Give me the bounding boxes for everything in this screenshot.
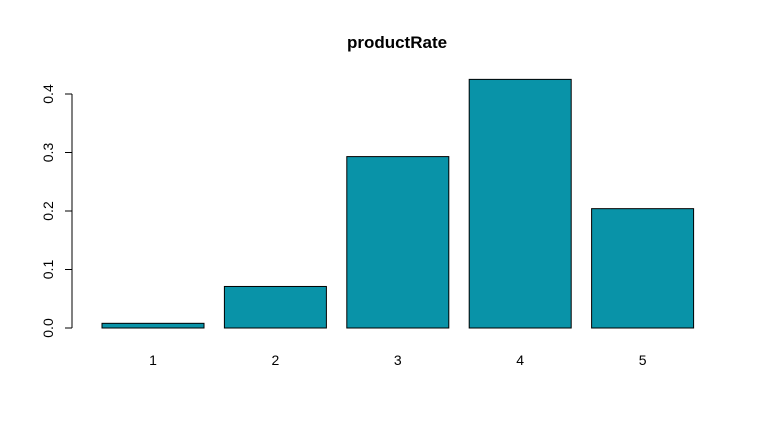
y-tick-label: 0.2 xyxy=(40,201,56,221)
bar-2 xyxy=(223,285,327,329)
x-tick-label: 1 xyxy=(149,352,157,368)
y-tick-label: 0.1 xyxy=(40,260,56,280)
y-tick-label: 0.3 xyxy=(40,143,56,163)
y-axis: 0.0 0.1 0.2 0.3 0.4 xyxy=(40,84,73,338)
x-tick-label: 3 xyxy=(394,352,402,368)
bar-1 xyxy=(101,322,205,329)
y-tick-label: 0.0 xyxy=(40,318,56,338)
bar-3 xyxy=(346,156,450,329)
x-tick-labels: 1 2 3 4 5 xyxy=(149,352,647,368)
y-tick-label: 0.4 xyxy=(40,84,56,104)
x-tick-label: 4 xyxy=(516,352,524,368)
x-tick-label: 2 xyxy=(272,352,280,368)
bar-5 xyxy=(591,208,695,329)
bar-4 xyxy=(468,78,572,329)
x-tick-label: 5 xyxy=(639,352,647,368)
chart-title: productRate xyxy=(347,33,447,52)
bars-group xyxy=(101,78,695,329)
